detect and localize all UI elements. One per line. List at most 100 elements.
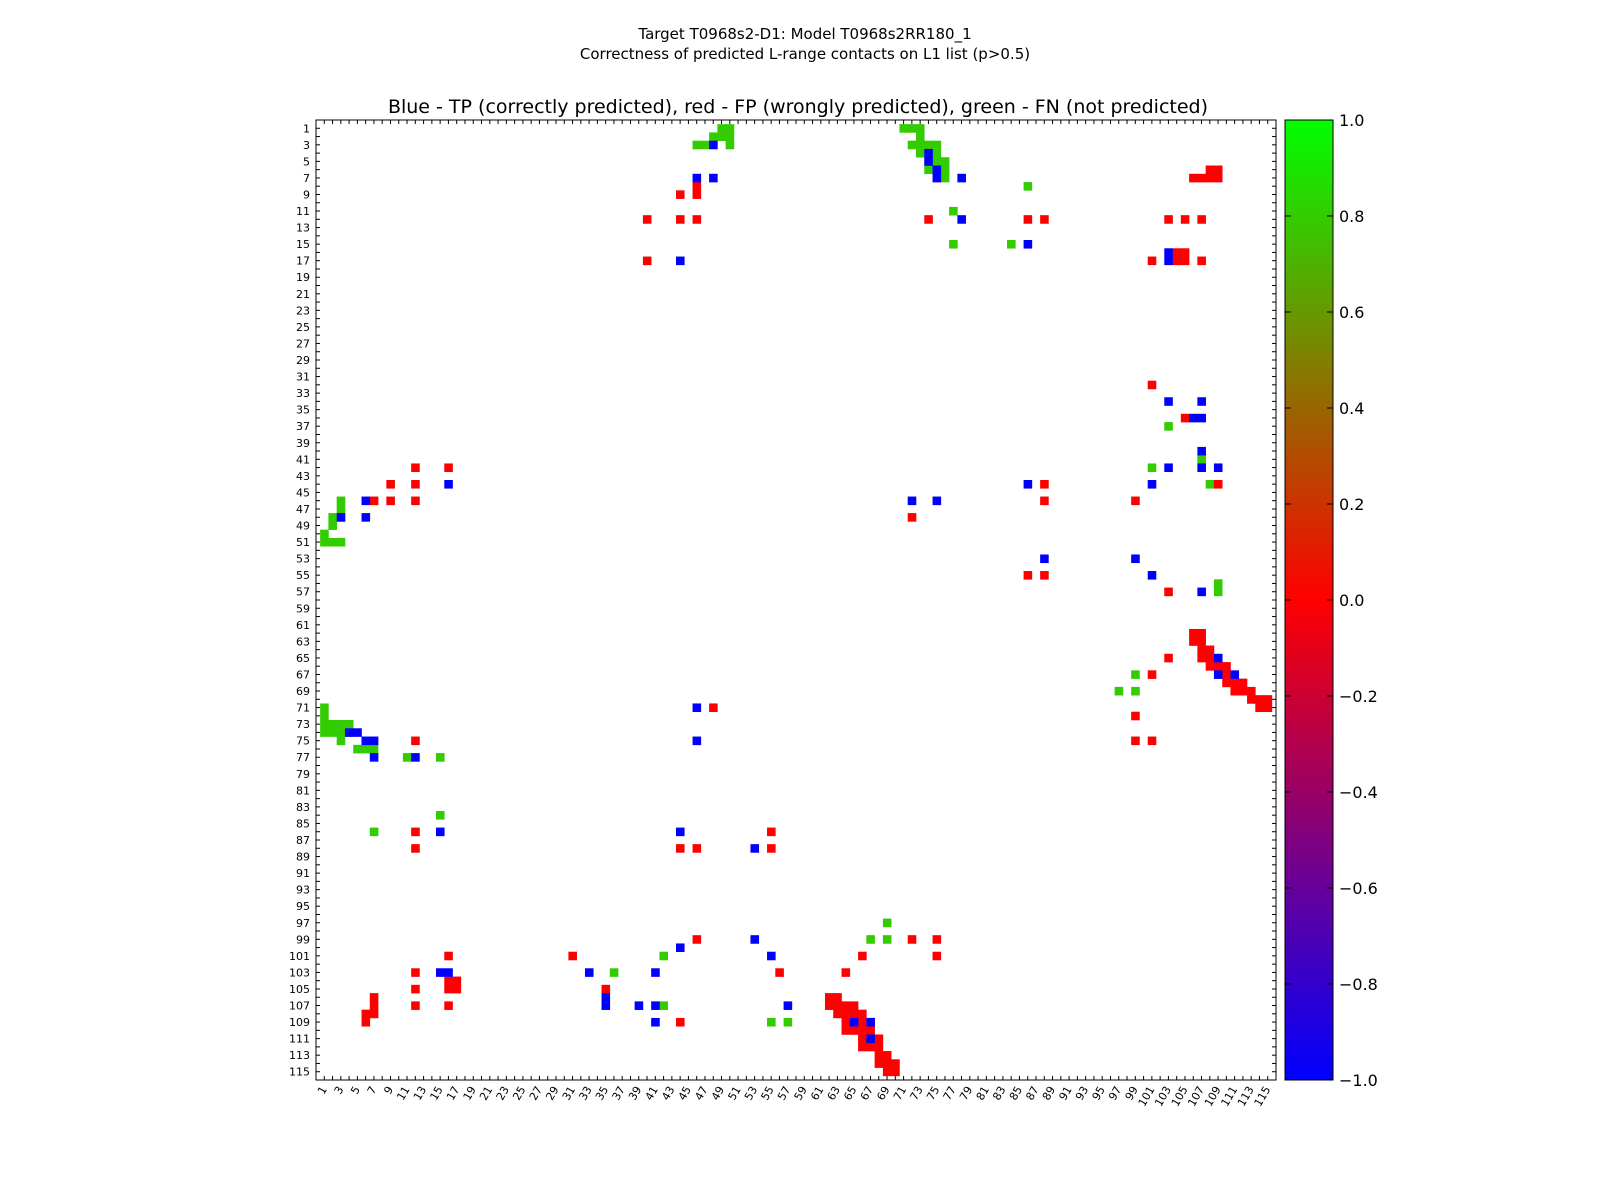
x-tick-label: 95 (1090, 1084, 1108, 1103)
contact-cell-fp (1147, 380, 1157, 390)
contact-cell-fn (402, 753, 412, 762)
contact-cell-fp (1180, 248, 1190, 257)
contact-cell-fp (874, 1059, 884, 1068)
contact-cell-tp (1040, 554, 1049, 564)
y-tick-label: 69 (296, 685, 310, 698)
contact-cell-fn (932, 148, 942, 158)
y-tick-label: 99 (296, 933, 310, 946)
contact-cell-fp (676, 1017, 685, 1027)
contact-cell-fp (411, 463, 420, 473)
colorbar-tick-label: −1.0 (1339, 1071, 1378, 1090)
x-tick-label: 3 (332, 1084, 347, 1097)
contact-cell-fp (932, 951, 942, 961)
contact-cell-tp (957, 173, 966, 183)
contact-cell-fn (725, 132, 735, 141)
colorbar-tick-label: 0.8 (1339, 207, 1364, 226)
contact-cell-fp (858, 1042, 867, 1052)
y-tick-label: 91 (296, 867, 310, 880)
contact-cell-fp (444, 951, 453, 961)
contact-cell-fn (609, 968, 619, 977)
contact-cell-tp (353, 728, 362, 737)
contact-cell-fp (907, 513, 917, 522)
contact-cell-tp (369, 736, 379, 746)
y-tick-label: 37 (296, 420, 310, 433)
contact-cell-fp (1131, 736, 1140, 746)
contact-cell-fp (1263, 695, 1273, 704)
x-tick-label: 91 (1056, 1084, 1074, 1103)
contact-cell-fn (949, 206, 958, 216)
y-tick-label: 67 (296, 668, 310, 681)
contact-cell-fn (436, 753, 445, 762)
contact-cell-fp (775, 968, 784, 977)
contact-cell-fp (841, 1026, 851, 1035)
plot-frame (315, 119, 1277, 1081)
contact-cell-tp (709, 140, 718, 150)
contact-cell-fn (353, 744, 362, 754)
contact-cell-fn (717, 132, 726, 141)
contact-cell-tp (866, 1017, 875, 1027)
contact-cell-tp (361, 496, 371, 506)
contact-cell-fn (1147, 463, 1157, 473)
contact-cell-fn (336, 720, 346, 729)
contact-cell-tp (767, 951, 776, 961)
y-tick-label: 21 (296, 288, 310, 301)
x-tick-label: 93 (1073, 1084, 1091, 1103)
contact-cell-fp (858, 1009, 867, 1019)
contact-cell-fn (369, 827, 379, 837)
contact-cell-fp (1147, 256, 1157, 266)
contact-cell-fn (1114, 686, 1124, 696)
contact-cell-fp (1238, 678, 1248, 688)
contact-cell-fp (824, 993, 834, 1002)
suptitle-line-2: Correctness of predicted L-range contact… (580, 45, 1030, 63)
contact-cell-fn (1164, 422, 1173, 431)
contact-cell-fp (361, 1017, 371, 1027)
y-tick-label: 65 (296, 652, 310, 665)
y-tick-label: 81 (296, 784, 310, 797)
contact-cell-fp (1040, 480, 1049, 489)
y-tick-label: 111 (289, 1033, 310, 1046)
contact-cell-fp (411, 844, 420, 853)
contact-cell-tp (1197, 446, 1206, 456)
contact-cell-tp (361, 736, 371, 746)
contact-cell-tp (783, 1001, 793, 1010)
x-tick-label: 109 (1202, 1084, 1224, 1109)
contact-cell-fp (676, 190, 685, 199)
contact-cell-fp (833, 993, 842, 1002)
x-tick-label: 77 (941, 1084, 959, 1103)
contact-cell-tp (849, 1017, 859, 1027)
contact-cell-fp (824, 1001, 834, 1010)
contact-cell-fp (841, 968, 851, 977)
y-tick-label: 85 (296, 817, 310, 830)
contact-cell-fp (874, 1042, 884, 1052)
contact-cell-fp (444, 984, 453, 994)
x-tick-label: 43 (659, 1084, 677, 1103)
contact-cell-fn (907, 124, 917, 133)
y-tick-label: 35 (296, 404, 310, 417)
contact-cell-fp (1131, 496, 1140, 506)
y-tick-label: 97 (296, 917, 310, 930)
x-tick-label: 65 (841, 1084, 859, 1103)
y-tick-label: 75 (296, 735, 310, 748)
x-tick-label: 113 (1235, 1084, 1257, 1109)
x-tick-label: 89 (1040, 1084, 1058, 1103)
y-tick-label: 105 (289, 983, 310, 996)
contact-cell-fp (841, 1009, 851, 1019)
contact-cell-fn (692, 140, 702, 150)
contact-cell-fn (1023, 182, 1033, 191)
contact-cell-fp (1247, 686, 1256, 696)
contact-cell-fp (1164, 215, 1173, 224)
contact-cell-fn (336, 496, 346, 506)
contact-cell-fp (1205, 645, 1215, 655)
contact-cell-tp (1213, 670, 1223, 679)
contact-cell-fn (361, 744, 371, 754)
contact-cell-fn (1131, 670, 1140, 679)
x-tick-label: 33 (576, 1084, 594, 1103)
y-tick-label: 7 (303, 172, 310, 185)
contact-cell-fp (1164, 587, 1173, 597)
contact-cell-tp (436, 968, 445, 977)
contact-cell-fp (767, 844, 776, 853)
contact-cell-fp (1197, 215, 1206, 224)
contact-cell-fp (858, 1026, 867, 1035)
contact-cell-tp (907, 496, 917, 506)
contact-cell-tp (1131, 554, 1140, 564)
